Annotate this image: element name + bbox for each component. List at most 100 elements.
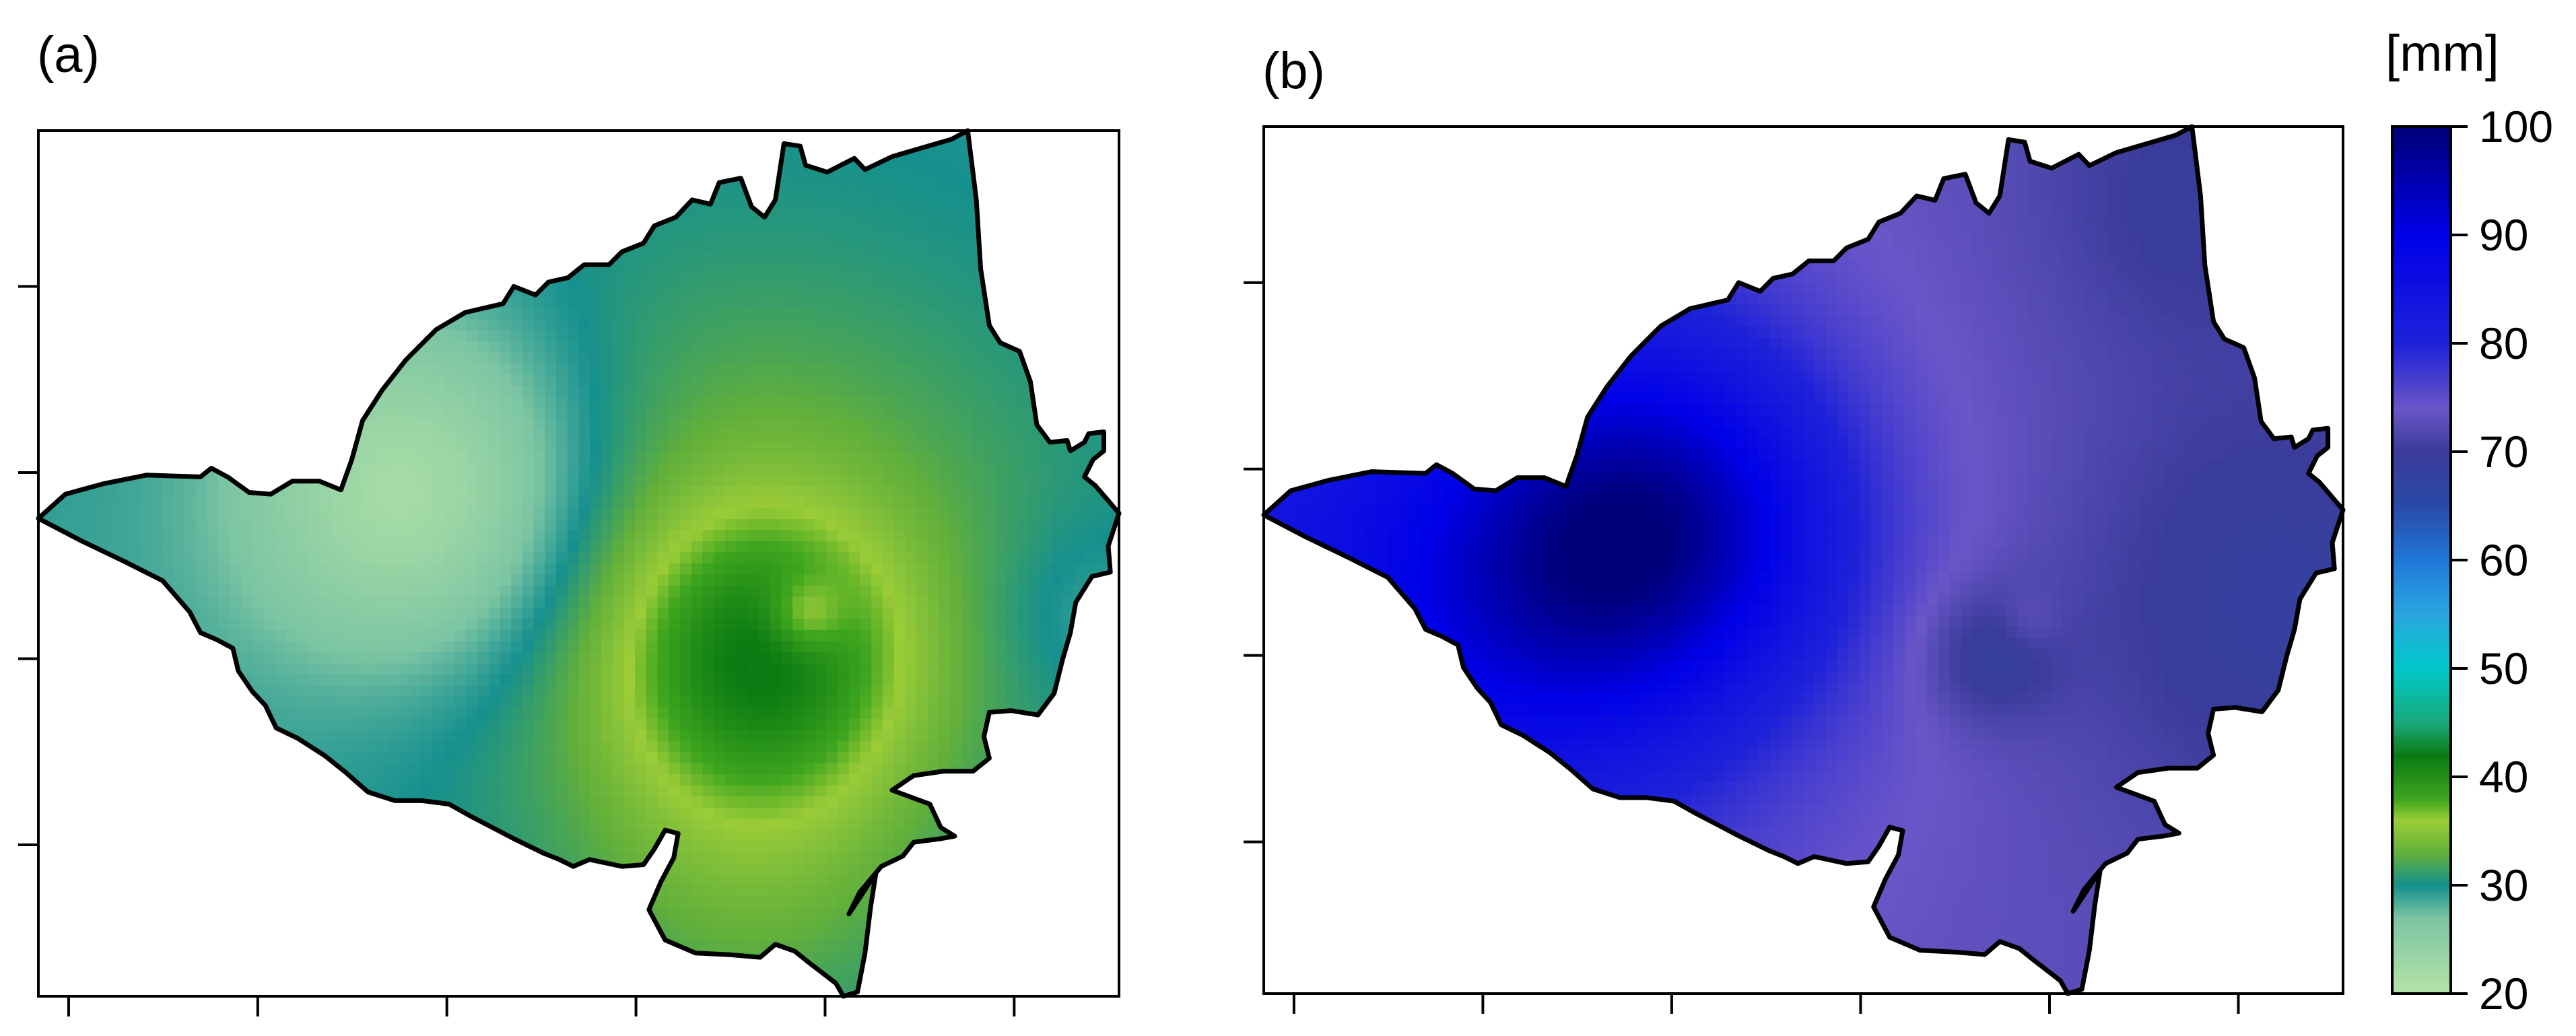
heatmap-cell: [646, 530, 658, 542]
heatmap-cell: [61, 563, 73, 576]
heatmap-cell: [669, 408, 681, 420]
heatmap-cell: [230, 685, 242, 697]
heatmap-cell: [500, 396, 512, 409]
heatmap-cell: [578, 208, 591, 220]
heatmap-cell: [297, 685, 310, 697]
heatmap-cell: [567, 430, 580, 442]
heatmap-cell: [331, 419, 343, 431]
heatmap-cell: [1074, 319, 1086, 331]
heatmap-cell: [128, 386, 141, 398]
heatmap-cell: [443, 364, 456, 376]
heatmap-cell: [319, 452, 332, 464]
heatmap-cell: [409, 497, 422, 509]
heatmap-cell: [724, 364, 737, 376]
heatmap-cell: [173, 508, 186, 520]
heatmap-cell: [263, 596, 275, 609]
heatmap-cell: [399, 541, 411, 553]
heatmap-cell: [871, 663, 883, 675]
heatmap-cell: [669, 252, 681, 265]
heatmap-cell: [500, 541, 512, 553]
heatmap-cell: [331, 330, 343, 343]
heatmap-cell: [826, 408, 838, 420]
heatmap-cell: [1017, 652, 1030, 664]
heatmap-cell: [488, 441, 501, 453]
heatmap-cell: [387, 341, 399, 353]
heatmap-cell: [477, 364, 489, 376]
heatmap-cell: [691, 241, 704, 254]
heatmap-cell: [94, 652, 107, 664]
heatmap-cell: [331, 696, 343, 709]
heatmap-cell: [1040, 619, 1052, 631]
heatmap-cell: [263, 141, 275, 153]
heatmap-cell: [331, 574, 343, 586]
heatmap-cell: [736, 341, 749, 353]
heatmap-cell: [669, 497, 681, 509]
heatmap-cell: [106, 585, 118, 598]
heatmap-cell: [252, 607, 265, 620]
heatmap-cell: [714, 619, 726, 631]
heatmap-cell: [691, 141, 704, 153]
heatmap-cell: [601, 519, 613, 531]
heatmap-cell: [905, 607, 917, 620]
heatmap-cell: [916, 197, 928, 209]
heatmap-cell: [556, 475, 568, 487]
heatmap-cell: [533, 141, 546, 153]
heatmap-cell: [1040, 541, 1052, 553]
heatmap-cell: [162, 386, 174, 398]
heatmap-cell: [387, 463, 399, 475]
heatmap-cell: [252, 131, 265, 143]
heatmap-cell: [939, 463, 951, 475]
heatmap-cell: [207, 341, 219, 353]
heatmap-cell: [139, 386, 151, 398]
heatmap-cell: [1029, 563, 1041, 576]
heatmap-cell: [500, 230, 512, 242]
heatmap-cell: [409, 386, 422, 398]
heatmap-cell: [759, 308, 771, 320]
heatmap-cell: [488, 652, 501, 664]
heatmap-cell: [1085, 696, 1097, 709]
heatmap-cell: [207, 475, 219, 487]
heatmap-cell: [522, 452, 535, 464]
heatmap-cell: [1029, 519, 1041, 531]
heatmap-cell: [308, 164, 320, 176]
heatmap-cell: [139, 219, 151, 232]
heatmap-cell: [196, 552, 208, 564]
heatmap-cell: [724, 430, 737, 442]
heatmap-cell: [545, 197, 557, 209]
heatmap-cell: [421, 208, 433, 220]
heatmap-cell: [443, 485, 456, 497]
heatmap-cell: [409, 441, 422, 453]
heatmap-cell: [230, 463, 242, 475]
heatmap-cell: [466, 285, 478, 298]
heatmap-cell: [601, 386, 613, 398]
heatmap-cell: [826, 285, 838, 298]
heatmap-cell: [702, 430, 714, 442]
heatmap-cell: [567, 485, 580, 497]
heatmap-cell: [803, 652, 816, 664]
heatmap-cell: [612, 330, 625, 343]
heatmap-cell: [477, 141, 489, 153]
heatmap-cell: [578, 285, 591, 298]
heatmap-cell: [38, 141, 50, 153]
heatmap-cell: [747, 641, 759, 653]
heatmap-cell: [1040, 452, 1052, 464]
heatmap-cell: [826, 696, 838, 709]
heatmap-cell: [432, 141, 444, 153]
heatmap-cell: [657, 585, 670, 598]
heatmap-cell: [646, 364, 658, 376]
heatmap-cell: [443, 297, 456, 309]
heatmap-cell: [1062, 285, 1075, 298]
heatmap-cell: [871, 186, 883, 198]
heatmap-cell: [882, 297, 895, 309]
heatmap-cell: [421, 174, 433, 187]
panel-a-label: (a): [37, 26, 100, 83]
heatmap-cell: [905, 308, 917, 320]
heatmap-cell: [1085, 641, 1097, 653]
heatmap-cell: [736, 208, 749, 220]
heatmap-cell: [838, 530, 850, 542]
heatmap-cell: [702, 685, 714, 697]
heatmap-cell: [950, 230, 962, 242]
heatmap-cell: [556, 685, 568, 697]
heatmap-cell: [578, 341, 591, 353]
heatmap-cell: [477, 696, 489, 709]
